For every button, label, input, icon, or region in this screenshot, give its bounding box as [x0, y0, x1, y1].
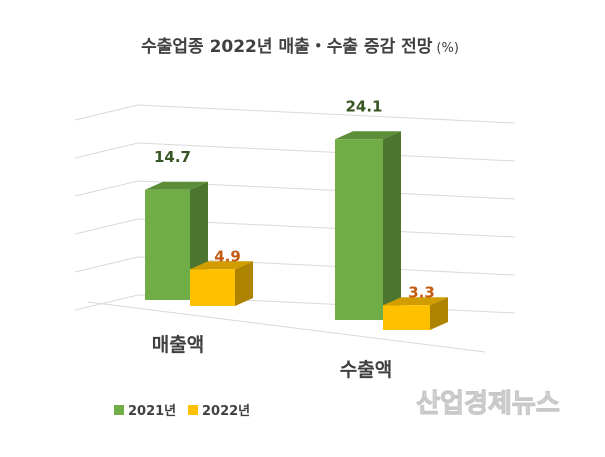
legend-label: 2022년 [202, 404, 250, 419]
bar-front [383, 305, 430, 330]
labels: 14.7 4.9 24.1 3.3 [154, 97, 435, 301]
data-label: 24.1 [345, 97, 382, 115]
watermark: 산업경제뉴스 [416, 389, 560, 419]
data-label: 14.7 [154, 148, 191, 166]
bar-0-1 [190, 261, 253, 306]
bar-1-1 [383, 297, 448, 330]
bar-top [145, 181, 208, 190]
bar-front [145, 189, 190, 300]
bar-top [190, 261, 253, 270]
category-label: 수출액 [340, 359, 392, 381]
gridline [74, 104, 516, 124]
legend-swatch-2021 [114, 405, 124, 415]
gridline [74, 256, 516, 276]
bar-front [335, 139, 383, 320]
bar-side [383, 131, 401, 320]
gridline [74, 180, 516, 200]
category-label: 매출액 [152, 334, 204, 356]
data-label: 4.9 [214, 247, 241, 265]
chart-title: 수출업종 2022년 매출・수출 증감 전망 (%) [141, 37, 459, 57]
gridline [74, 142, 516, 162]
data-label: 3.3 [408, 283, 435, 301]
floor-edge [87, 301, 486, 353]
legend: 2021년 2022년 [114, 404, 250, 419]
bar-1-0 [335, 131, 401, 320]
bar-front [190, 269, 235, 306]
bars [145, 131, 448, 330]
bar-top [383, 297, 448, 306]
gridline [74, 294, 516, 314]
bar-side [235, 261, 253, 306]
bar-top [335, 131, 401, 140]
gridline [74, 218, 516, 238]
gridlines [74, 104, 516, 353]
bar-side [430, 297, 448, 330]
legend-swatch-2022 [188, 405, 198, 415]
legend-label: 2021년 [128, 404, 176, 419]
